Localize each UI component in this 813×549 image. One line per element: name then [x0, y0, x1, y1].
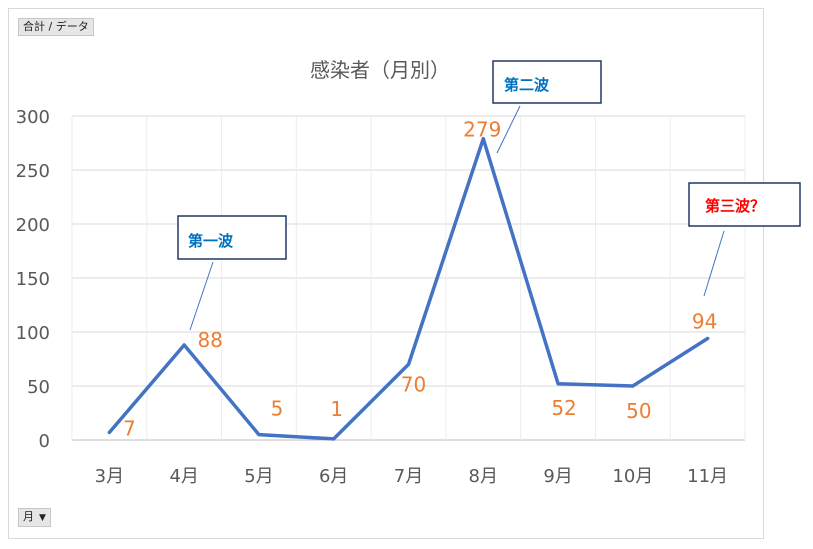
x-tick-label: 3月 — [95, 466, 124, 487]
y-tick-label: 50 — [27, 377, 50, 398]
x-tick-label: 8月 — [469, 466, 498, 487]
values-field-button[interactable]: 合計 / データ — [18, 18, 94, 36]
x-tick-label: 6月 — [319, 466, 348, 487]
callout-text: 第三波？ — [705, 197, 765, 215]
data-label: 7 — [123, 416, 136, 440]
y-axis: 0 50 100 150 200 250 300 — [16, 107, 50, 452]
x-tick-label: 11月 — [687, 466, 728, 487]
data-point — [706, 336, 710, 340]
y-tick-label: 100 — [16, 323, 50, 344]
y-tick-label: 150 — [16, 269, 50, 290]
data-point — [182, 343, 186, 347]
data-point — [556, 382, 560, 386]
data-label: 52 — [551, 396, 576, 420]
data-label: 5 — [271, 397, 284, 421]
data-labels: 7 88 5 1 70 279 52 50 94 — [123, 118, 717, 441]
data-point — [481, 137, 485, 141]
data-point — [332, 437, 336, 441]
values-field-label: 合計 / データ — [23, 20, 89, 33]
callout-text: 第一波 — [188, 232, 234, 250]
data-point — [631, 384, 635, 388]
callout-leader-line — [189, 261, 214, 331]
dropdown-arrow-icon: ▼ — [39, 513, 46, 523]
y-tick-label: 300 — [16, 107, 50, 128]
chart-area — [8, 8, 764, 539]
data-point — [407, 362, 410, 366]
x-axis: 3月 4月 5月 6月 7月 8月 9月 10月 11月 — [95, 466, 728, 487]
data-point — [107, 430, 111, 434]
x-tick-label: 9月 — [543, 466, 572, 487]
x-tick-label: 7月 — [394, 466, 423, 487]
callout-box — [177, 215, 287, 260]
data-label: 70 — [401, 372, 426, 396]
callout-leader-line — [496, 105, 521, 154]
chart-title: 感染者（月別） — [310, 58, 450, 82]
axis-field-label: 月 — [23, 510, 34, 523]
data-point — [257, 433, 261, 437]
x-tick-label: 10月 — [612, 466, 653, 487]
series-group — [107, 136, 710, 441]
y-tick-label: 0 — [39, 431, 50, 452]
callout-leader-line — [703, 230, 725, 297]
y-tick-label: 200 — [16, 215, 50, 236]
axis-field-button[interactable]: 月 ▼ — [18, 508, 51, 527]
y-tick-label: 250 — [16, 161, 50, 182]
x-tick-label: 4月 — [169, 466, 198, 487]
data-label: 279 — [463, 118, 501, 142]
data-label: 88 — [197, 328, 222, 352]
data-label: 1 — [330, 397, 343, 421]
x-tick-label: 5月 — [244, 466, 273, 487]
data-label: 50 — [626, 399, 651, 423]
callout-box — [688, 182, 801, 227]
grid-lines — [71, 115, 746, 441]
callout-box — [492, 60, 602, 104]
data-label: 94 — [692, 309, 717, 333]
callout-text: 第二波 — [504, 76, 550, 94]
